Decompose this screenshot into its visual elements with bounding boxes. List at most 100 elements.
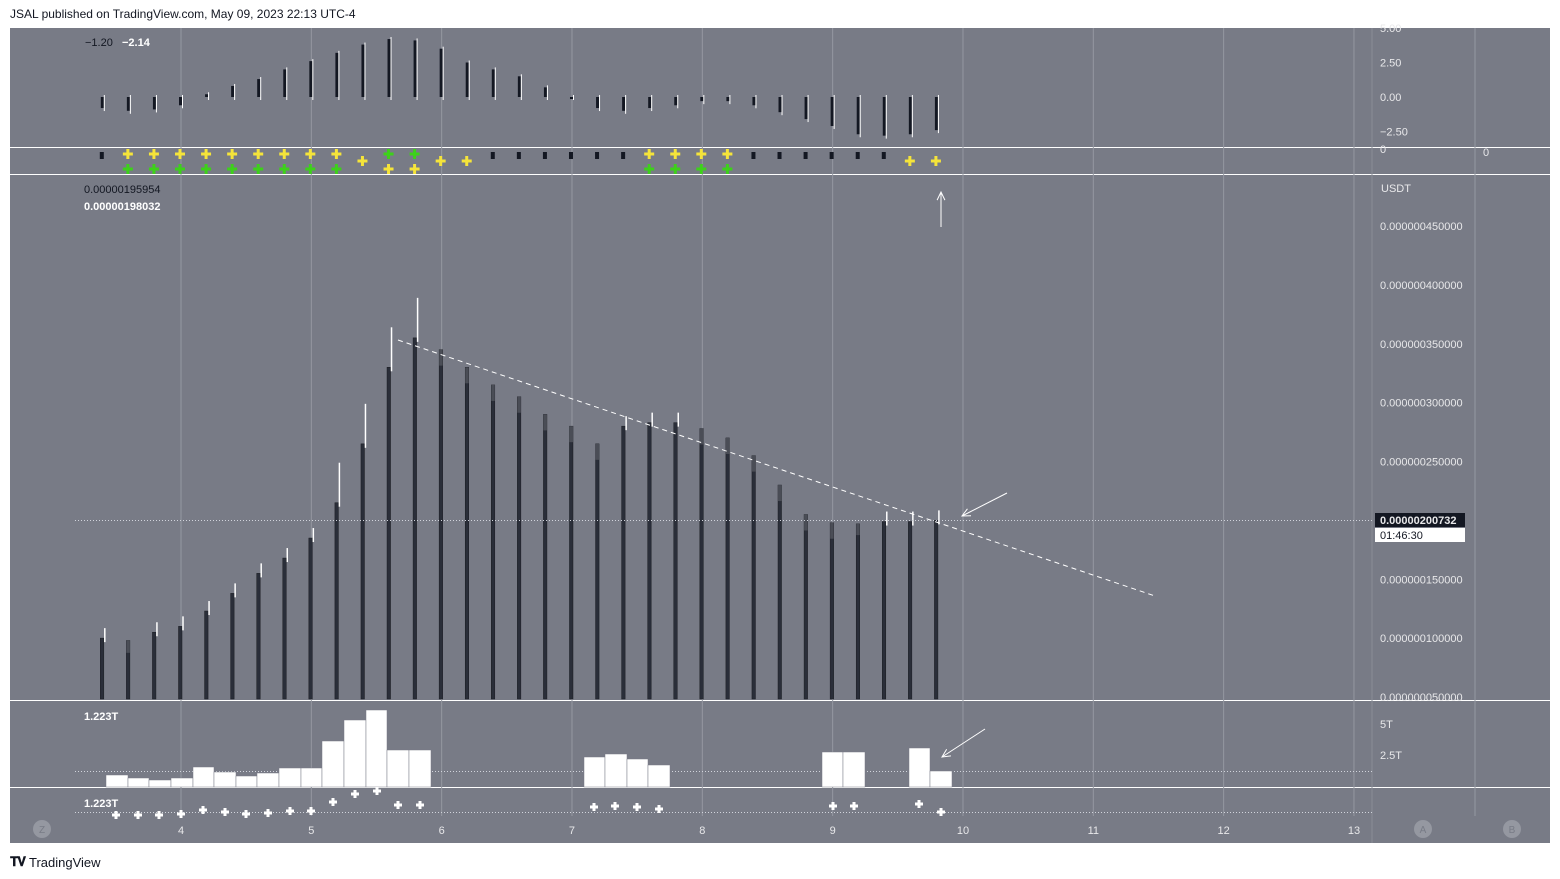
- price-axis-tick-label: 0.000000350000: [1380, 339, 1463, 351]
- osc-bar: [257, 79, 261, 97]
- volume-bar: [908, 747, 931, 788]
- scale-auto-button-circle: [1414, 820, 1432, 838]
- x-axis-tick-label: 11: [1088, 825, 1099, 837]
- volume-signal-plus: [850, 802, 858, 810]
- volume-bar: [192, 766, 215, 788]
- signal-plus-yellow: [357, 156, 368, 166]
- price-bar: [699, 428, 704, 700]
- annotation-arrow-up-head: [936, 190, 946, 201]
- osc-axis-tick-label: 5.00: [1380, 23, 1401, 35]
- osc-bar: [126, 97, 130, 111]
- price-bar: [569, 425, 574, 700]
- price-bar: [386, 367, 391, 700]
- osc-bar: [856, 97, 860, 135]
- footer: 𝐓𝐕 TradingView: [10, 854, 101, 870]
- signal-plus-green: [696, 164, 707, 174]
- signal-plus-yellow: [331, 149, 342, 159]
- signal-plus-yellow: [722, 149, 733, 159]
- volume-signal-plus: [611, 802, 619, 810]
- osc-bar: [908, 97, 912, 135]
- signal-plus-green: [253, 164, 264, 174]
- signal-marker-dark: [751, 152, 756, 159]
- publish-info: JSAL published on TradingView.com, May 0…: [10, 7, 356, 21]
- signal-plus-green: [201, 164, 212, 174]
- price-bar: [908, 521, 913, 700]
- volume-signal-plus: [655, 805, 663, 813]
- price-axis-tick-label: 0.000000150000: [1380, 574, 1463, 586]
- signal-plus-green: [722, 164, 733, 174]
- volume-signal-plus: [221, 808, 229, 816]
- volume-signal-plus: [590, 803, 598, 811]
- volume-bar: [235, 775, 258, 788]
- volume-signal-plus: [937, 808, 945, 816]
- signal-plus-yellow: [148, 149, 159, 159]
- price-bar: [204, 610, 209, 700]
- signal-marker-dark: [881, 152, 886, 159]
- osc-bar: [361, 44, 365, 97]
- signal-marker-dark: [490, 152, 495, 159]
- volume-axis-tick-label: 5T: [1380, 719, 1393, 731]
- price-bar-wick: [491, 384, 495, 401]
- volume-bar: [583, 756, 606, 788]
- price-bar: [829, 522, 834, 700]
- signal-marker-dark: [516, 152, 521, 159]
- signal-plus-yellow: [279, 149, 290, 159]
- osc-value-2: −2.14: [122, 37, 151, 49]
- scale-auto-button[interactable]: A: [1414, 820, 1432, 838]
- signal-plus-yellow: [227, 149, 238, 159]
- osc-bar: [205, 94, 209, 97]
- price-bar: [803, 514, 808, 700]
- volume-bar: [842, 751, 866, 788]
- scale-z-button-circle: [33, 820, 51, 838]
- volume-signal-value: 1.223T: [84, 798, 119, 810]
- volume-bar: [256, 772, 280, 788]
- osc-bar: [596, 97, 600, 109]
- volume-signal-plus: [286, 807, 294, 815]
- signal-plus-yellow: [435, 156, 446, 166]
- signal-marker-dark: [855, 152, 860, 159]
- volume-bar: [105, 774, 129, 788]
- signal-marker-dark: [595, 152, 600, 159]
- scale-z-button-label: Z: [39, 825, 45, 836]
- osc-bar: [752, 97, 756, 106]
- osc-bar: [439, 48, 443, 97]
- signal-plus-yellow: [122, 149, 133, 159]
- scale-z-button[interactable]: Z: [33, 820, 51, 838]
- volume-signal-plus: [915, 800, 923, 808]
- signal-plus-yellow: [904, 156, 915, 166]
- signal-plus-yellow: [644, 149, 655, 159]
- price-axis-tick-label: 0.000000250000: [1380, 457, 1463, 469]
- price-axis-tick-label: 0.000000450000: [1380, 221, 1463, 233]
- main-pane-value-2: 0.00000198032: [84, 201, 160, 213]
- osc-axis-tick-label: 2.50: [1380, 58, 1401, 70]
- price-axis-tick-label: 0.000000400000: [1380, 280, 1463, 292]
- signal-plus-green: [175, 164, 185, 174]
- price-bar: [777, 484, 782, 700]
- osc-bar: [465, 62, 469, 97]
- signal-plus-green: [279, 164, 290, 174]
- price-bar: [621, 425, 626, 700]
- price-bar: [360, 443, 365, 700]
- signal-plus-yellow: [175, 149, 185, 159]
- osc-bar: [100, 97, 104, 109]
- annotation-arrow-volume-head: [941, 749, 951, 758]
- price-bar-wick: [569, 426, 573, 443]
- price-bar: [282, 557, 287, 700]
- chart-background: [10, 28, 1550, 843]
- osc-bar: [622, 97, 626, 111]
- signal-plus-yellow: [696, 149, 707, 159]
- volume-bar: [148, 779, 172, 788]
- scale-log-button[interactable]: B: [1503, 820, 1521, 838]
- volume-signal-plus: [177, 810, 185, 818]
- signal-marker-dark: [777, 152, 782, 159]
- price-bar-wick: [465, 367, 469, 384]
- osc-bar: [882, 97, 886, 136]
- signal-plus-green: [227, 164, 238, 174]
- signal-plus-green: [409, 149, 420, 159]
- signal-marker-dark: [829, 152, 834, 159]
- volume-bar: [365, 709, 388, 788]
- countdown-label: 01:46:30: [1380, 530, 1423, 542]
- volume-signal-plus: [373, 787, 381, 795]
- signal-marker-dark: [621, 152, 626, 159]
